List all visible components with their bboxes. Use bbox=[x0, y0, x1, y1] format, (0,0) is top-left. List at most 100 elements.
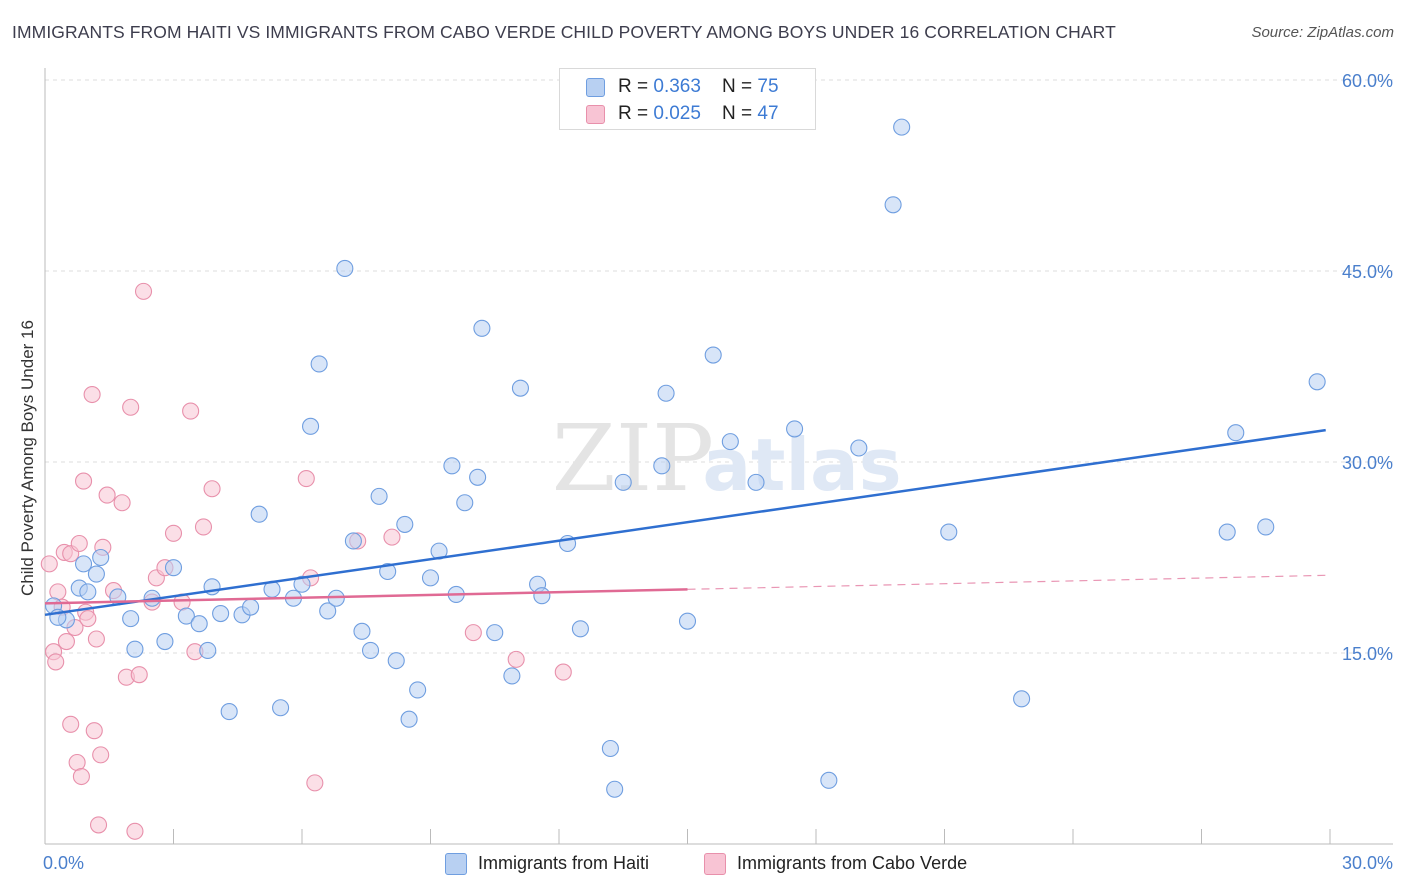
cabo-verde-point bbox=[98, 486, 116, 504]
cabo-verde-point bbox=[87, 630, 105, 648]
haiti-point bbox=[614, 473, 632, 491]
haiti-point bbox=[164, 559, 183, 577]
cabo-verde-point bbox=[62, 715, 80, 733]
cabo-verde-point bbox=[75, 472, 93, 490]
cabo-verde-point bbox=[85, 722, 103, 740]
y-tick-label: 15.0% bbox=[1342, 644, 1393, 664]
haiti-point bbox=[1013, 690, 1031, 708]
n-value-haiti: 75 bbox=[757, 76, 779, 97]
haiti-swatch bbox=[586, 78, 605, 97]
cabo-verde-trend-extension bbox=[687, 574, 1326, 590]
cabo-verde-point bbox=[92, 746, 110, 764]
n-value-cabo: 47 bbox=[757, 103, 779, 124]
haiti-point bbox=[220, 703, 238, 721]
haiti-point bbox=[678, 612, 697, 630]
haiti-point bbox=[122, 610, 140, 628]
haiti-point bbox=[87, 565, 105, 583]
cabo-verde-point bbox=[297, 470, 315, 488]
haiti-point bbox=[302, 417, 320, 435]
correlation-legend: R = 0.363 N = 75 R = 0.025 N = 47 bbox=[559, 68, 816, 130]
haiti-point bbox=[571, 620, 589, 638]
haiti-point bbox=[533, 587, 551, 605]
haiti-point bbox=[387, 652, 405, 670]
haiti-point bbox=[443, 457, 461, 475]
haiti-point bbox=[379, 562, 397, 581]
haiti-point bbox=[79, 583, 97, 601]
haiti-point bbox=[177, 607, 195, 625]
haiti-point bbox=[361, 641, 380, 660]
haiti-point bbox=[293, 575, 311, 593]
cabo-verde-point bbox=[306, 774, 324, 792]
cabo-verde-point bbox=[89, 816, 108, 834]
r-label-haiti: R = bbox=[618, 76, 654, 97]
cabo-verde-point bbox=[57, 632, 75, 651]
haiti-point bbox=[1308, 373, 1326, 391]
haiti-point bbox=[409, 681, 427, 699]
cabo-verde-point bbox=[182, 402, 200, 420]
haiti-point bbox=[353, 622, 371, 640]
haiti-points bbox=[45, 118, 1326, 798]
trend-lines bbox=[44, 428, 1326, 617]
haiti-point bbox=[400, 710, 418, 728]
haiti-point bbox=[850, 439, 868, 457]
x-tick-label-max: 30.0% bbox=[1342, 853, 1393, 873]
haiti-point bbox=[940, 523, 958, 541]
cabo-verde-point bbox=[113, 494, 131, 512]
cabo-legend-swatch bbox=[704, 853, 726, 875]
cabo-verde-point bbox=[40, 555, 58, 573]
haiti-point bbox=[1218, 523, 1236, 541]
haiti-point bbox=[473, 319, 491, 337]
haiti-point bbox=[92, 548, 110, 567]
y-tick-label: 60.0% bbox=[1342, 71, 1393, 91]
haiti-point bbox=[884, 196, 902, 214]
cabo-verde-point bbox=[554, 663, 572, 681]
x-tick-label-min: 0.0% bbox=[43, 853, 84, 873]
haiti-point bbox=[456, 494, 474, 512]
cabo-verde-trend-line bbox=[44, 588, 688, 605]
haiti-point bbox=[190, 615, 208, 633]
haiti-point bbox=[747, 473, 765, 491]
cabo-verde-point bbox=[164, 524, 183, 542]
haiti-point bbox=[250, 505, 268, 523]
haiti-point bbox=[786, 420, 804, 438]
haiti-legend-label: Immigrants from Haiti bbox=[478, 853, 650, 873]
haiti-point bbox=[721, 433, 739, 451]
axes bbox=[44, 68, 1393, 845]
cabo-verde-point bbox=[70, 534, 88, 553]
haiti-legend-swatch bbox=[445, 853, 467, 875]
n-label-cabo: N = bbox=[722, 103, 758, 124]
cabo-verde-point bbox=[72, 767, 90, 786]
haiti-point bbox=[486, 624, 504, 642]
haiti-point bbox=[272, 699, 290, 717]
haiti-point bbox=[126, 640, 144, 658]
r-value-haiti: 0.363 bbox=[653, 76, 701, 97]
haiti-point bbox=[310, 355, 328, 373]
cabo-verde-point bbox=[203, 480, 221, 498]
haiti-point bbox=[199, 641, 217, 660]
cabo-verde-point bbox=[47, 653, 65, 671]
cabo-swatch bbox=[586, 105, 605, 124]
haiti-point bbox=[421, 569, 440, 587]
cabo-legend-label: Immigrants from Cabo Verde bbox=[737, 853, 968, 873]
cabo-verde-point bbox=[126, 822, 144, 840]
haiti-point bbox=[396, 515, 414, 533]
cabo-verde-point bbox=[79, 610, 97, 628]
haiti-point bbox=[893, 118, 911, 136]
haiti-point bbox=[601, 739, 619, 758]
cabo-verde-point bbox=[122, 398, 140, 416]
haiti-point bbox=[370, 487, 388, 505]
cabo-verde-point bbox=[464, 624, 482, 642]
gridlines bbox=[45, 79, 1393, 654]
haiti-point bbox=[242, 598, 260, 616]
haiti-point bbox=[511, 379, 530, 397]
haiti-point bbox=[820, 771, 838, 789]
n-label-haiti: N = bbox=[722, 76, 758, 97]
cabo-verde-point bbox=[507, 650, 525, 668]
haiti-point bbox=[469, 468, 487, 486]
haiti-point bbox=[1257, 518, 1275, 536]
y-axis-label: Child Poverty Among Boys Under 16 bbox=[18, 320, 37, 596]
watermark: ZIP atlas bbox=[552, 405, 902, 512]
r-value-cabo: 0.025 bbox=[653, 103, 701, 124]
haiti-point bbox=[156, 632, 174, 651]
